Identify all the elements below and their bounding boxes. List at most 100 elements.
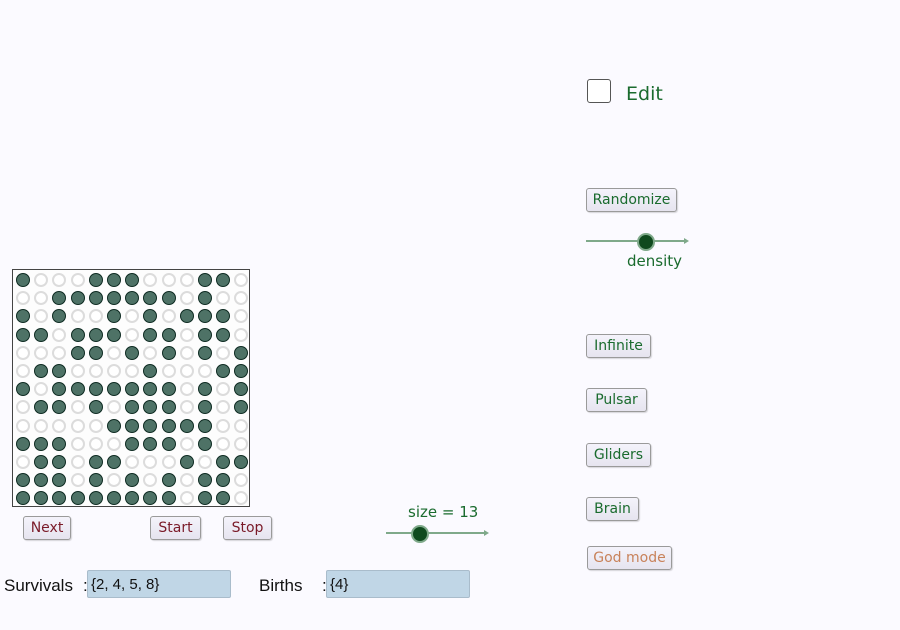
cell-alive[interactable]	[216, 364, 231, 378]
cell-alive[interactable]	[16, 491, 30, 506]
cell-alive[interactable]	[52, 309, 67, 324]
density-slider-knob[interactable]	[637, 233, 655, 251]
cell-alive[interactable]	[234, 382, 249, 397]
cell-dead[interactable]	[107, 364, 121, 378]
cell-dead[interactable]	[125, 455, 140, 469]
cell-alive[interactable]	[234, 364, 249, 378]
cell-dead[interactable]	[161, 364, 176, 378]
cell-alive[interactable]	[70, 327, 85, 342]
cell-dead[interactable]	[70, 418, 85, 433]
cell-dead[interactable]	[216, 436, 231, 451]
cell-dead[interactable]	[161, 455, 176, 469]
cell-alive[interactable]	[161, 327, 176, 342]
cell-alive[interactable]	[161, 473, 176, 488]
cell-alive[interactable]	[143, 291, 158, 306]
cell-alive[interactable]	[70, 291, 85, 306]
cell-alive[interactable]	[52, 436, 67, 451]
cell-alive[interactable]	[125, 382, 140, 397]
cell-alive[interactable]	[198, 291, 212, 306]
cell-alive[interactable]	[216, 491, 231, 506]
cell-dead[interactable]	[125, 364, 140, 378]
size-slider-knob[interactable]	[411, 525, 429, 543]
cell-dead[interactable]	[179, 345, 194, 360]
stop-button[interactable]: Stop	[223, 516, 272, 540]
cell-dead[interactable]	[88, 418, 103, 433]
cell-alive[interactable]	[198, 418, 212, 433]
cell-alive[interactable]	[161, 418, 176, 433]
cell-alive[interactable]	[34, 455, 49, 469]
cell-alive[interactable]	[125, 345, 140, 360]
cell-dead[interactable]	[179, 473, 194, 488]
cell-alive[interactable]	[234, 345, 249, 360]
cell-alive[interactable]	[198, 382, 212, 397]
cell-alive[interactable]	[143, 418, 158, 433]
cell-alive[interactable]	[107, 327, 121, 342]
cell-alive[interactable]	[198, 273, 212, 287]
cell-alive[interactable]	[143, 491, 158, 506]
cell-dead[interactable]	[234, 273, 249, 287]
cell-dead[interactable]	[143, 273, 158, 287]
cell-alive[interactable]	[52, 291, 67, 306]
cell-dead[interactable]	[70, 473, 85, 488]
randomize-button[interactable]: Randomize	[586, 188, 677, 212]
cell-dead[interactable]	[216, 400, 231, 415]
cell-dead[interactable]	[179, 382, 194, 397]
cell-alive[interactable]	[16, 327, 30, 342]
cell-dead[interactable]	[34, 273, 49, 287]
cell-alive[interactable]	[143, 364, 158, 378]
cell-alive[interactable]	[52, 400, 67, 415]
cell-dead[interactable]	[216, 291, 231, 306]
cell-alive[interactable]	[125, 273, 140, 287]
cell-alive[interactable]	[125, 436, 140, 451]
cell-alive[interactable]	[161, 345, 176, 360]
cell-alive[interactable]	[216, 327, 231, 342]
cell-alive[interactable]	[143, 400, 158, 415]
cell-dead[interactable]	[234, 327, 249, 342]
cell-dead[interactable]	[143, 455, 158, 469]
cell-alive[interactable]	[88, 291, 103, 306]
cell-alive[interactable]	[70, 491, 85, 506]
cell-alive[interactable]	[16, 473, 30, 488]
cell-alive[interactable]	[161, 400, 176, 415]
cell-alive[interactable]	[216, 455, 231, 469]
cell-dead[interactable]	[234, 309, 249, 324]
cell-alive[interactable]	[198, 327, 212, 342]
cell-alive[interactable]	[234, 400, 249, 415]
cell-alive[interactable]	[52, 455, 67, 469]
cell-dead[interactable]	[16, 345, 30, 360]
cell-dead[interactable]	[16, 400, 30, 415]
cell-dead[interactable]	[70, 455, 85, 469]
cell-alive[interactable]	[34, 491, 49, 506]
cell-alive[interactable]	[198, 309, 212, 324]
cell-alive[interactable]	[198, 400, 212, 415]
cell-alive[interactable]	[216, 473, 231, 488]
cell-dead[interactable]	[143, 473, 158, 488]
cell-dead[interactable]	[88, 309, 103, 324]
cell-dead[interactable]	[234, 436, 249, 451]
cell-dead[interactable]	[52, 273, 67, 287]
cell-alive[interactable]	[16, 382, 30, 397]
cell-dead[interactable]	[216, 345, 231, 360]
cell-alive[interactable]	[88, 273, 103, 287]
cell-dead[interactable]	[88, 436, 103, 451]
cell-dead[interactable]	[179, 327, 194, 342]
cell-alive[interactable]	[107, 291, 121, 306]
cell-alive[interactable]	[107, 455, 121, 469]
cell-dead[interactable]	[107, 400, 121, 415]
cell-dead[interactable]	[234, 291, 249, 306]
cell-dead[interactable]	[198, 455, 212, 469]
cell-dead[interactable]	[52, 327, 67, 342]
cell-dead[interactable]	[234, 491, 249, 506]
cell-alive[interactable]	[161, 491, 176, 506]
cell-alive[interactable]	[107, 491, 121, 506]
cell-alive[interactable]	[34, 327, 49, 342]
cell-dead[interactable]	[34, 345, 49, 360]
cell-alive[interactable]	[16, 273, 30, 287]
cell-alive[interactable]	[198, 473, 212, 488]
cell-dead[interactable]	[70, 309, 85, 324]
cell-dead[interactable]	[234, 418, 249, 433]
cell-alive[interactable]	[88, 473, 103, 488]
cell-dead[interactable]	[34, 382, 49, 397]
cell-alive[interactable]	[34, 473, 49, 488]
cell-alive[interactable]	[143, 327, 158, 342]
